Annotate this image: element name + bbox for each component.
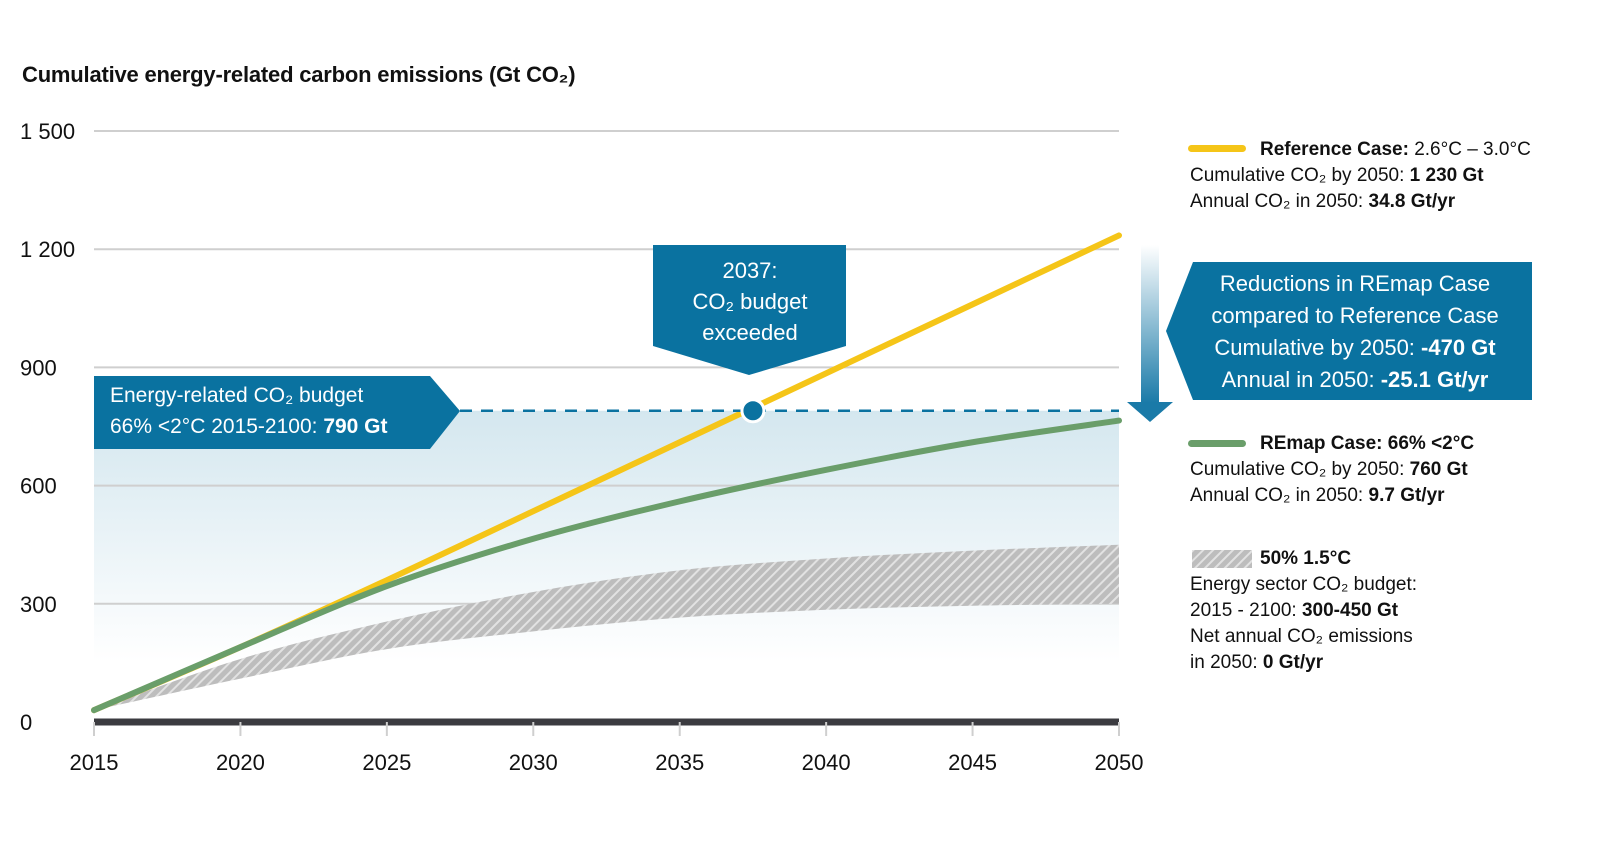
x-tick-label: 2045 <box>948 750 997 775</box>
x-tick-label: 2020 <box>216 750 265 775</box>
y-tick-label: 1 200 <box>20 237 75 262</box>
y-tick-label: 0 <box>20 710 32 735</box>
x-tick-label: 2035 <box>655 750 704 775</box>
legend-remap-name: REmap Case: 66% <2°C <box>1260 433 1475 454</box>
legend-reference-annual-label: Annual CO₂ in 2050: <box>1190 191 1369 212</box>
budget-callout: Energy-related CO₂ budget 66% <2°C 2015-… <box>110 380 388 442</box>
legend-reference: Reference Case: 2.6°C – 3.0°C Cumulative… <box>1190 137 1531 215</box>
legend-reference-title: Reference Case: 2.6°C – 3.0°C <box>1190 137 1531 163</box>
y-tick-label: 300 <box>20 592 57 617</box>
exceeded-line2: CO₂ budget <box>692 289 808 314</box>
legend-band: 50% 1.5°C Energy sector CO₂ budget: 2015… <box>1190 546 1417 676</box>
band-layer <box>94 544 1119 711</box>
reductions-line4: Annual in 2050: -25.1 Gt/yr <box>1180 364 1530 396</box>
y-tick-label: 1 500 <box>20 119 75 144</box>
legend-swatch-remap <box>1188 440 1246 447</box>
reduction-arrow-shaft <box>1141 245 1159 403</box>
legend-remap-cumulative-label: Cumulative CO₂ by 2050: <box>1190 459 1410 480</box>
legend-band-line3: 2015 - 2100: 300-450 Gt <box>1190 598 1417 624</box>
budget-callout-value: 790 Gt <box>323 415 388 438</box>
legend-swatch-band <box>1192 550 1252 568</box>
reductions-line1: Reductions in REmap Case <box>1219 271 1491 296</box>
legend-remap-title: REmap Case: 66% <2°C <box>1190 431 1474 457</box>
legend-reference-cumulative: Cumulative CO₂ by 2050: 1 230 Gt <box>1190 163 1531 189</box>
budget-callout-line1: Energy-related CO₂ budget <box>110 384 364 407</box>
x-tick-label: 2050 <box>1095 750 1144 775</box>
legend-remap-annual-label: Annual CO₂ in 2050: <box>1190 485 1369 506</box>
legend-reference-cumulative-label: Cumulative CO₂ by 2050: <box>1190 165 1410 186</box>
x-tick-label: 2025 <box>362 750 411 775</box>
crossing-point-marker <box>740 398 766 424</box>
x-tick-label: 2015 <box>70 750 119 775</box>
legend-remap-annual-value: 9.7 Gt/yr <box>1368 485 1445 506</box>
exceeded-line3: exceeded <box>702 320 798 345</box>
budget-callout-line2: 66% <2°C 2015-2100: 790 Gt <box>110 411 388 442</box>
exceeded-line1: 2037: <box>722 258 778 283</box>
legend-band-net-label: in 2050: <box>1190 652 1263 673</box>
legend-reference-annual: Annual CO₂ in 2050: 34.8 Gt/yr <box>1190 189 1531 215</box>
y-tick-label: 600 <box>20 474 57 499</box>
legend-remap: REmap Case: 66% <2°C Cumulative CO₂ by 2… <box>1190 431 1474 509</box>
series-line-remap-case <box>91 417 1122 714</box>
legend-reference-temp: 2.6°C – 3.0°C <box>1408 139 1531 160</box>
budget-callout-box <box>94 376 460 449</box>
legend-band-net-value: 0 Gt/yr <box>1262 652 1324 673</box>
y-tick-label: 900 <box>20 355 57 380</box>
legend-band-line2: Energy sector CO₂ budget: <box>1190 574 1418 595</box>
reductions-line2: compared to Reference Case <box>1211 303 1499 328</box>
reductions-callout-box <box>1166 262 1532 400</box>
legend-remap-cumulative: Cumulative CO₂ by 2050: 760 Gt <box>1190 457 1474 483</box>
reductions-callout: Reductions in REmap Case compared to Ref… <box>1180 268 1530 396</box>
x-tick-label: 2040 <box>802 750 851 775</box>
legend-band-range-value: 300-450 Gt <box>1301 600 1399 621</box>
exceeded-callout-box <box>653 245 846 375</box>
exceeded-callout: 2037: CO₂ budget exceeded <box>655 255 845 348</box>
x-tick-label: 2030 <box>509 750 558 775</box>
legend-band-name: 50% 1.5°C <box>1260 548 1352 569</box>
lines-layer <box>91 232 1122 714</box>
legend-band-line5: in 2050: 0 Gt/yr <box>1190 650 1417 676</box>
legend-reference-name: Reference Case: <box>1260 139 1409 160</box>
chart-title: Cumulative energy-related carbon emissio… <box>22 62 576 87</box>
legend-remap-cumulative-value: 760 Gt <box>1409 459 1468 480</box>
budget-callout-prefix: 66% <2°C 2015-2100: <box>110 415 324 438</box>
reductions-line3-prefix: Cumulative by 2050: <box>1214 335 1422 360</box>
legend-reference-cumulative-value: 1 230 Gt <box>1409 165 1484 186</box>
reductions-line3-value: -470 Gt <box>1421 335 1496 360</box>
legend-remap-annual: Annual CO₂ in 2050: 9.7 Gt/yr <box>1190 483 1474 509</box>
reduction-arrow-head <box>1127 402 1173 422</box>
legend-band-title: 50% 1.5°C <box>1190 546 1417 572</box>
legend-reference-annual-value: 34.8 Gt/yr <box>1368 191 1456 212</box>
legend-swatch-reference <box>1188 145 1246 152</box>
reductions-line4-value: -25.1 Gt/yr <box>1380 367 1489 392</box>
annotation-layer <box>94 245 1532 449</box>
reductions-line3: Cumulative by 2050: -470 Gt <box>1180 332 1530 364</box>
ticks-layer: 0 300 600 900 1 200 1 500 2015 2020 2025 2030 2035… <box>20 119 1143 775</box>
band-area-1-5c <box>94 544 1119 711</box>
legend-band-line4: Net annual CO₂ emissions <box>1190 626 1413 647</box>
reductions-line4-prefix: Annual in 2050: <box>1221 367 1381 392</box>
legend-band-range-label: 2015 - 2100: <box>1190 600 1302 621</box>
